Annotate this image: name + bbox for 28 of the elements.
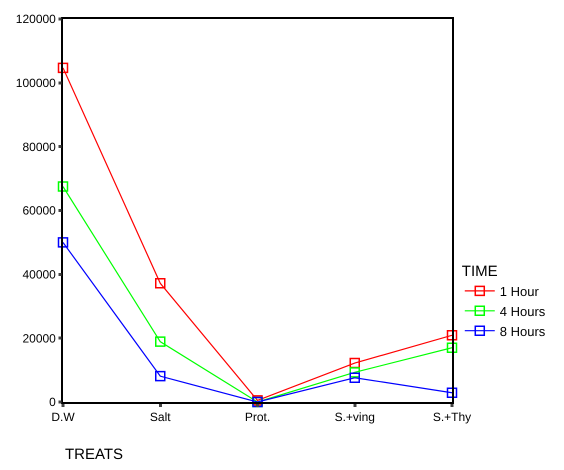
x-tick-label: Salt xyxy=(150,410,172,424)
y-tick-label: 120000 xyxy=(16,12,56,26)
x-tick-label: S.+ving xyxy=(334,410,375,424)
point xyxy=(155,370,166,382)
legend-label: 4 Hours xyxy=(500,304,546,319)
y-tick-label: 60000 xyxy=(22,204,56,218)
point xyxy=(446,387,458,398)
point xyxy=(350,367,360,378)
y-tick-label: 100000 xyxy=(16,76,56,90)
point xyxy=(155,278,166,289)
point xyxy=(350,372,360,383)
point xyxy=(155,336,166,347)
y-tick-label: 0 xyxy=(49,395,56,410)
point xyxy=(58,237,68,248)
x-axis-title: TREATS xyxy=(65,446,124,463)
y-tick-label: 20000 xyxy=(22,331,56,346)
x-tick-label: S.+Thy xyxy=(432,410,472,424)
legend-title: TIME xyxy=(462,262,498,280)
point xyxy=(446,342,458,353)
x-tick-label: D.W xyxy=(51,410,76,424)
point xyxy=(58,181,68,192)
legend-label: 8 Hours xyxy=(500,324,546,339)
y-tick-label: 80000 xyxy=(22,140,56,154)
point xyxy=(58,62,68,74)
point xyxy=(446,330,458,341)
x-tick-label: Prot. xyxy=(244,410,270,424)
legend-label: 1 Hour xyxy=(500,284,540,299)
y-tick-label: 40000 xyxy=(22,268,56,282)
